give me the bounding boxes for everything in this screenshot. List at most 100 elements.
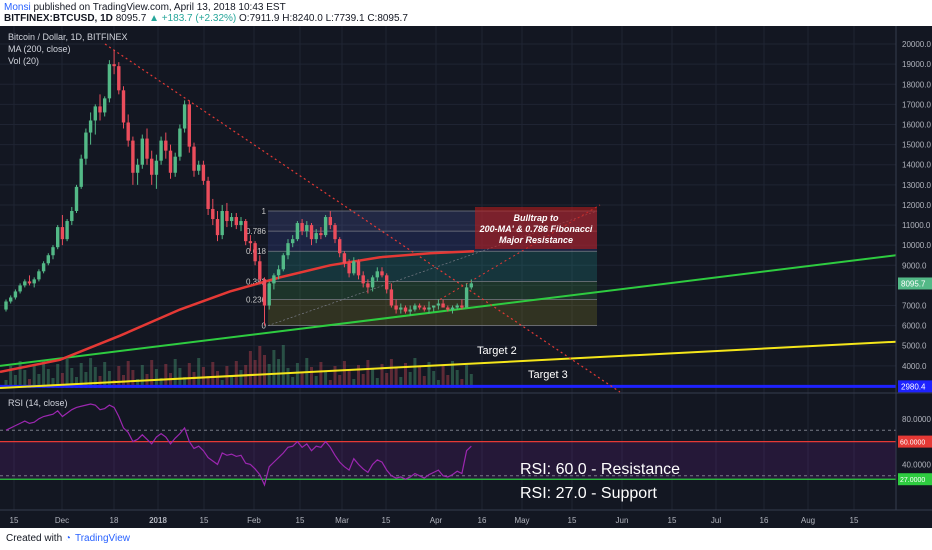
candle — [121, 90, 126, 123]
time-tick: Apr — [430, 516, 443, 525]
time-tick: 16 — [760, 516, 769, 525]
author-link[interactable]: Monsi — [4, 2, 31, 13]
last-price-badge — [898, 277, 932, 290]
candle — [13, 291, 18, 298]
time-tick: 15 — [850, 516, 859, 525]
volume-bar — [469, 374, 473, 388]
price-tick: 15000.0 — [902, 141, 931, 150]
volume-bar — [371, 369, 375, 388]
volume-bar — [263, 355, 266, 388]
publish-date: published on TradingView.com, April 13, … — [33, 2, 286, 13]
volume-bar — [347, 370, 351, 388]
candle — [79, 158, 83, 187]
volume-bar — [451, 361, 454, 388]
candle — [417, 305, 422, 308]
candle — [338, 239, 342, 254]
bulltrap-line3: Major Resistance — [499, 235, 573, 245]
volume-bar — [37, 374, 41, 388]
candles — [4, 50, 473, 326]
symbol-name[interactable]: BITFINEX:BTCUSD, 1D — [4, 13, 113, 24]
volume-bar — [107, 371, 111, 388]
volume-bar — [422, 376, 426, 388]
volume-bar — [432, 371, 436, 388]
volume-bar — [399, 377, 403, 388]
price-tick: 9000.0 — [902, 261, 927, 270]
candle — [201, 164, 206, 181]
rsi-res-badge — [898, 435, 932, 448]
volume-bar — [164, 364, 168, 388]
time-tick: May — [514, 516, 529, 525]
candle — [446, 307, 450, 310]
volume-bar — [385, 373, 389, 388]
candle — [375, 271, 379, 278]
ma-200-line — [0, 249, 475, 374]
volume-bar — [460, 379, 464, 388]
candle — [211, 208, 215, 220]
price-tick: 10000.0 — [902, 241, 931, 250]
time-tick: 15 — [568, 516, 577, 525]
tradingview-link[interactable]: TradingView — [74, 533, 130, 544]
candle — [253, 243, 257, 262]
candle — [23, 281, 27, 286]
volume-bar — [272, 350, 276, 388]
candle — [88, 120, 93, 133]
volume-bar — [281, 345, 285, 388]
volume-bar — [150, 360, 154, 388]
volume-bar — [234, 361, 238, 388]
candle — [244, 221, 248, 242]
rsi-sup-badge — [898, 473, 932, 486]
candle — [60, 227, 65, 240]
volume-bar — [206, 376, 210, 388]
target-3-label: Target 3 — [528, 369, 568, 381]
candle — [342, 253, 347, 264]
volume-bar — [361, 374, 365, 388]
candle — [93, 106, 97, 121]
candle — [248, 241, 253, 244]
volume-bar — [93, 367, 97, 388]
candle — [84, 132, 88, 159]
candle — [9, 297, 13, 302]
rsi-res-axis-label: 60.0000 — [900, 440, 925, 447]
volume-bar — [140, 365, 144, 388]
candle — [432, 305, 436, 308]
candle — [37, 271, 41, 280]
volume-bar — [291, 377, 295, 388]
candle — [413, 305, 417, 310]
candle — [469, 283, 473, 288]
fib-level-label: 1 — [262, 207, 267, 216]
volume-bar — [239, 370, 243, 388]
downtrend-line — [104, 43, 621, 393]
candle — [70, 210, 74, 222]
volume-bar — [300, 372, 304, 388]
volume-bar — [211, 362, 215, 388]
volume-bar — [112, 380, 116, 388]
candle — [441, 303, 445, 308]
candle — [380, 271, 384, 276]
price-tick: 5000.0 — [902, 342, 927, 351]
candle — [197, 164, 201, 171]
rsi-support-label: RSI: 27.0 - Support — [520, 485, 658, 502]
rsi-tick: 40.0000 — [902, 460, 931, 469]
price-change: ▲ +183.7 (+2.32%) — [149, 13, 237, 24]
volume-bar — [413, 358, 417, 388]
candle — [225, 210, 229, 222]
candle — [239, 221, 243, 226]
volume-bar — [154, 369, 158, 388]
bulltrap-box[interactable] — [475, 207, 597, 249]
volume-bar — [136, 379, 140, 388]
volume-bar — [338, 375, 342, 388]
candle — [46, 255, 50, 264]
candle — [319, 233, 323, 236]
volume-bar — [18, 361, 22, 388]
last-price: 8095.7 — [115, 13, 147, 24]
candle — [286, 243, 290, 256]
fib-zone — [268, 281, 597, 300]
candle — [4, 301, 8, 310]
candle — [427, 307, 431, 310]
price-tick: 20000.0 — [902, 40, 931, 49]
candle — [281, 255, 285, 270]
fib-level-label: 0 — [262, 322, 267, 331]
volume-bar — [126, 361, 130, 388]
price-tick: 13000.0 — [902, 181, 931, 190]
